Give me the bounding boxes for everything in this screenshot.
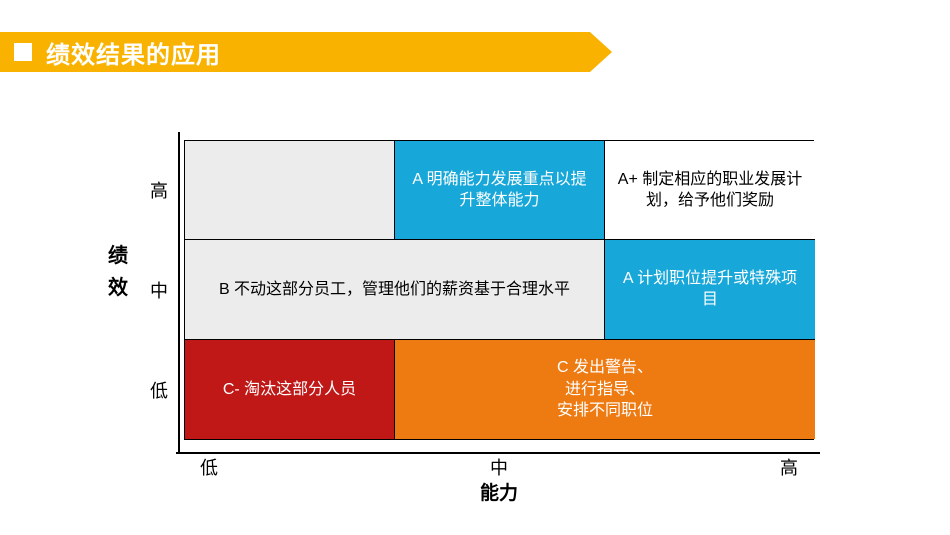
matrix-cell: B 不动这部分员工，管理他们的薪资基于合理水平 [185, 240, 605, 338]
banner-body: 绩效结果的应用 [0, 32, 590, 72]
matrix-cell: A 计划职位提升或特殊项目 [605, 240, 815, 338]
banner-title: 绩效结果的应用 [46, 35, 221, 70]
y-axis-labels: 高 中 低 [144, 140, 174, 440]
matrix-grid: A 明确能力发展重点以提升整体能力A+ 制定相应的职业发展计划，给予他们奖励B … [184, 140, 814, 440]
matrix-row: A 明确能力发展重点以提升整体能力A+ 制定相应的职业发展计划，给予他们奖励 [185, 141, 815, 240]
matrix-cell: C- 淘汰这部分人员 [185, 340, 395, 439]
x-label-low: 低 [184, 452, 394, 480]
y-axis-title: 绩效 [108, 240, 128, 304]
y-label-low: 低 [144, 340, 174, 440]
y-axis-line [178, 132, 180, 452]
matrix-cell: C 发出警告、 进行指导、 安排不同职位 [395, 340, 815, 439]
y-label-high: 高 [144, 140, 174, 240]
x-label-mid: 中 [394, 452, 604, 480]
x-axis-title: 能力 [184, 478, 814, 505]
x-axis-labels: 低 中 高 [184, 452, 814, 480]
x-label-high: 高 [604, 452, 814, 480]
matrix-cell: A 明确能力发展重点以提升整体能力 [395, 141, 605, 239]
title-banner: 绩效结果的应用 [0, 32, 612, 72]
matrix-row: C- 淘汰这部分人员C 发出警告、 进行指导、 安排不同职位 [185, 340, 815, 439]
matrix-row: B 不动这部分员工，管理他们的薪资基于合理水平A 计划职位提升或特殊项目 [185, 240, 815, 339]
banner-arrow-icon [590, 32, 612, 72]
matrix-cell [185, 141, 395, 239]
banner-square-icon [14, 43, 32, 61]
matrix-cell: A+ 制定相应的职业发展计划，给予他们奖励 [605, 141, 815, 239]
y-label-mid: 中 [144, 240, 174, 340]
